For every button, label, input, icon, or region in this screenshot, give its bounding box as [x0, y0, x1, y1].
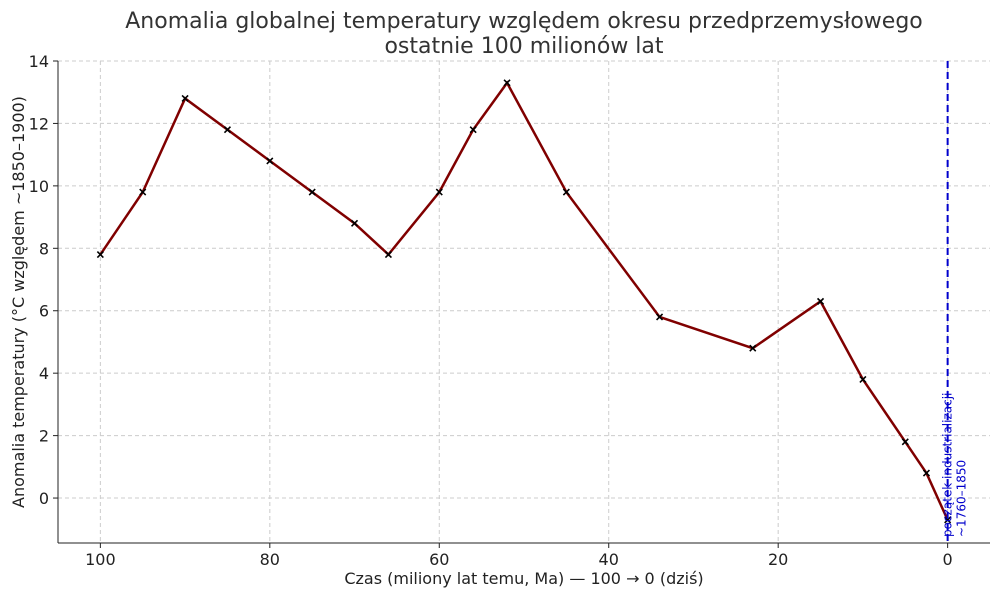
marker: [181, 94, 189, 103]
y-tick-label: 6: [39, 302, 49, 321]
x-tick-label: 80: [260, 550, 280, 569]
y-tick-label: 12: [29, 114, 49, 133]
marker: [901, 438, 909, 446]
marker: [859, 375, 867, 383]
marker: [96, 250, 104, 259]
marker: [308, 188, 316, 196]
marker: [139, 188, 147, 196]
chart-title: Anomalia globalnej temperatury względem …: [125, 9, 923, 34]
marker: [944, 516, 952, 524]
marker: [469, 126, 477, 134]
marker: [435, 188, 443, 196]
marker: [816, 297, 825, 305]
y-axis-label: Anomalia temperatury (°C względem ~1850–…: [9, 96, 28, 508]
marker: [384, 250, 393, 259]
annotation-text: początek industrializacji: [941, 393, 955, 537]
x-tick-label: 100: [85, 550, 116, 569]
x-tick-label: 60: [429, 550, 449, 569]
y-tick-label: 2: [39, 427, 49, 446]
x-tick-label: 20: [768, 550, 788, 569]
marker: [350, 219, 359, 227]
y-tick-label: 10: [29, 177, 49, 196]
marker: [749, 344, 757, 352]
marker: [655, 313, 664, 321]
y-tick-label: 8: [39, 239, 49, 258]
y-tick-label: 4: [39, 364, 49, 383]
x-tick-label: 40: [599, 550, 619, 569]
y-tick-label: 14: [29, 52, 49, 71]
marker: [266, 157, 274, 165]
x-axis-label: Czas (miliony lat temu, Ma) — 100 → 0 (d…: [344, 569, 703, 588]
marker: [503, 79, 511, 87]
annotation-text: ~1760–1850: [955, 460, 969, 537]
y-tick-label: 0: [39, 489, 49, 508]
marker: [922, 469, 931, 477]
marker: [223, 126, 232, 134]
chart-subtitle: ostatnie 100 milionów lat: [384, 34, 663, 59]
marker: [562, 188, 570, 196]
x-tick-label: 0: [943, 550, 953, 569]
